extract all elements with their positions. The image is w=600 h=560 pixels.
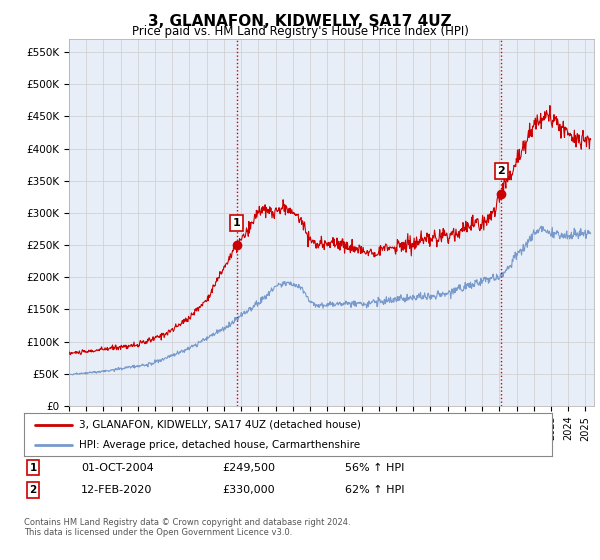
Text: 2: 2 xyxy=(497,166,505,176)
Text: 1: 1 xyxy=(29,463,37,473)
Text: £330,000: £330,000 xyxy=(222,485,275,495)
Text: 56% ↑ HPI: 56% ↑ HPI xyxy=(345,463,404,473)
Text: HPI: Average price, detached house, Carmarthenshire: HPI: Average price, detached house, Carm… xyxy=(79,440,361,450)
Text: Price paid vs. HM Land Registry's House Price Index (HPI): Price paid vs. HM Land Registry's House … xyxy=(131,25,469,38)
Text: 12-FEB-2020: 12-FEB-2020 xyxy=(81,485,152,495)
Text: 01-OCT-2004: 01-OCT-2004 xyxy=(81,463,154,473)
Text: Contains HM Land Registry data © Crown copyright and database right 2024.
This d: Contains HM Land Registry data © Crown c… xyxy=(24,518,350,538)
Text: £249,500: £249,500 xyxy=(222,463,275,473)
Text: 62% ↑ HPI: 62% ↑ HPI xyxy=(345,485,404,495)
Text: 2: 2 xyxy=(29,485,37,495)
Text: 3, GLANAFON, KIDWELLY, SA17 4UZ: 3, GLANAFON, KIDWELLY, SA17 4UZ xyxy=(148,14,452,29)
Text: 3, GLANAFON, KIDWELLY, SA17 4UZ (detached house): 3, GLANAFON, KIDWELLY, SA17 4UZ (detache… xyxy=(79,419,361,430)
Text: 1: 1 xyxy=(233,218,241,228)
